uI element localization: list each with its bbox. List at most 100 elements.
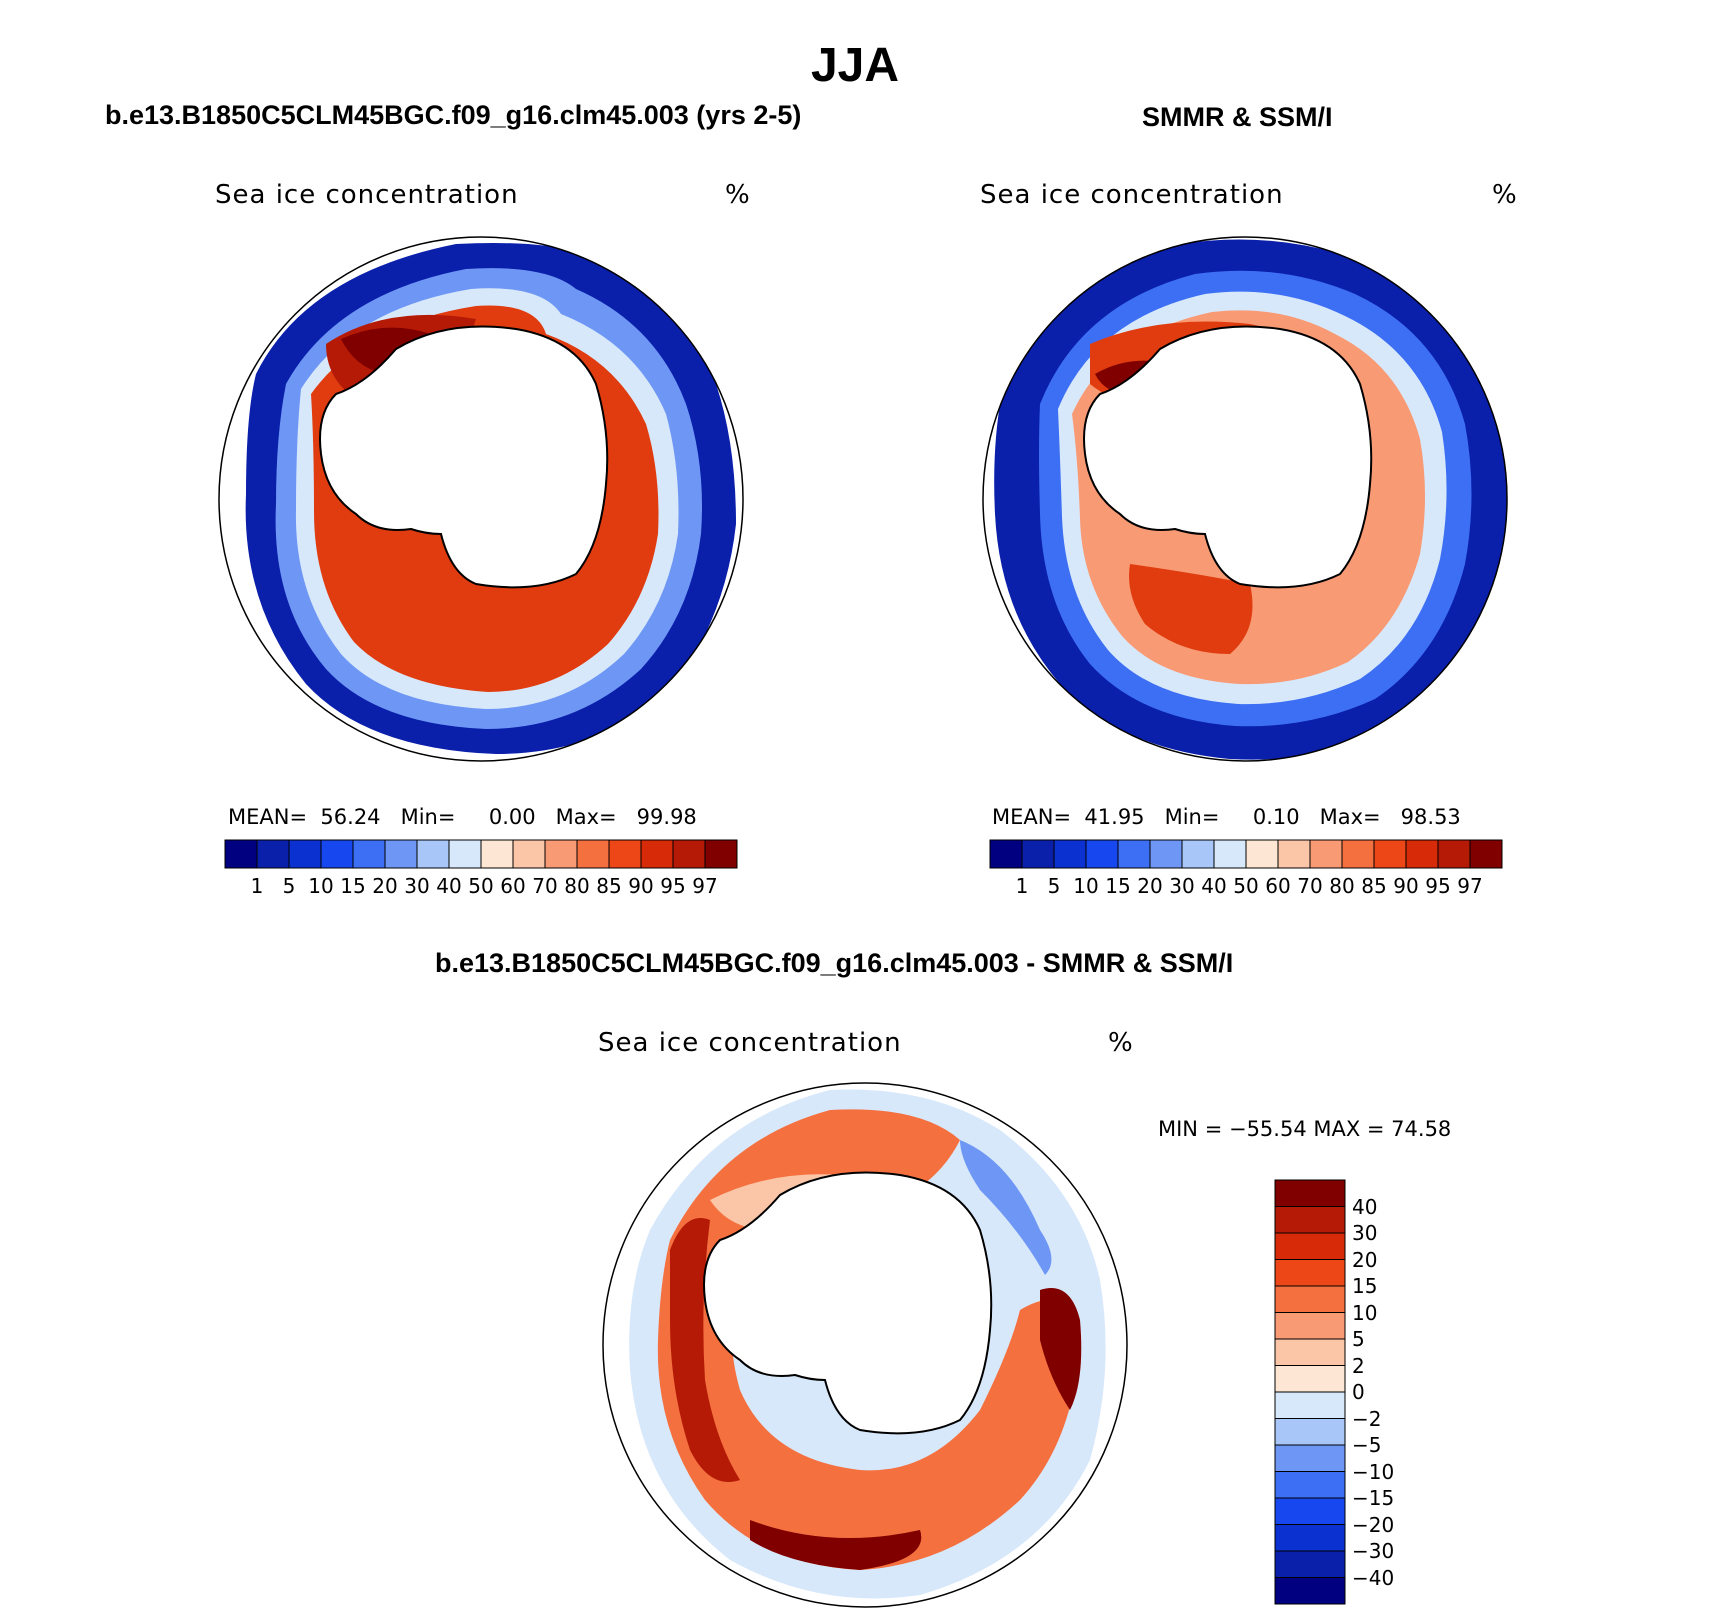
diff-colorbar-tick-label: −40 bbox=[1352, 1565, 1395, 1590]
diff-colorbar-swatch bbox=[1274, 1550, 1346, 1578]
model-panel-title: b.e13.B1850C5CLM45BGC.f09_g16.clm45.003 … bbox=[105, 100, 802, 130]
diff-polar-map bbox=[602, 1082, 1128, 1608]
colorbar-swatch bbox=[989, 839, 1023, 869]
colorbar-swatch bbox=[1181, 839, 1215, 869]
diff-colorbar-swatch bbox=[1274, 1365, 1346, 1393]
diff-colorbar-swatch bbox=[1274, 1312, 1346, 1340]
diff-colorbar-tick-label: −2 bbox=[1352, 1406, 1382, 1431]
obs-mean-label: MEAN= bbox=[992, 805, 1072, 829]
diff-colorbar-labels: 40 30 20 15 10 5 2 0 −2 −5 −10 −15 −20 −30 −40 bbox=[1352, 1180, 1432, 1604]
colorbar-swatch bbox=[704, 839, 738, 869]
colorbar-swatch bbox=[1437, 839, 1471, 869]
diff-colorbar-tick-label: 30 bbox=[1352, 1221, 1378, 1245]
colorbar-tick-label: 1 bbox=[1015, 874, 1029, 898]
diff-strong-positive-east bbox=[1040, 1288, 1082, 1410]
colorbar-tick-label: 30 bbox=[1169, 874, 1195, 898]
diff-colorbar-tick-label: 15 bbox=[1352, 1274, 1378, 1298]
colorbar-swatch bbox=[1341, 839, 1375, 869]
colorbar-swatch bbox=[416, 839, 450, 869]
colorbar-tick-label: 40 bbox=[1201, 874, 1227, 898]
diff-variable-label: Sea ice concentration bbox=[598, 1028, 902, 1058]
obs-max-value: 98.53 bbox=[1400, 805, 1461, 829]
colorbar-tick-label: 10 bbox=[308, 874, 334, 898]
diff-colorbar-swatch bbox=[1274, 1285, 1346, 1313]
obs-min-label: Min= bbox=[1164, 805, 1220, 829]
colorbar-tick-label: 95 bbox=[1425, 874, 1451, 898]
diff-colorbar bbox=[1274, 1179, 1346, 1605]
colorbar-swatch bbox=[352, 839, 386, 869]
colorbar-tick-label: 15 bbox=[1105, 874, 1131, 898]
colorbar-tick-label: 70 bbox=[1297, 874, 1323, 898]
model-colorbar-labels: 1 5 10 15 20 30 40 50 60 70 80 85 90 95 97 bbox=[225, 874, 737, 900]
obs-panel-title: SMMR & SSM/I bbox=[1142, 102, 1333, 132]
obs-variable-label: Sea ice concentration bbox=[980, 180, 1284, 210]
colorbar-tick-label: 97 bbox=[1457, 874, 1483, 898]
figure-title: JJA bbox=[810, 39, 900, 92]
colorbar-swatch bbox=[288, 839, 322, 869]
diff-colorbar-swatch bbox=[1274, 1232, 1346, 1260]
model-max-label: Max= bbox=[555, 805, 617, 829]
colorbar-swatch bbox=[1021, 839, 1055, 869]
colorbar-tick-label: 90 bbox=[628, 874, 654, 898]
colorbar-swatch bbox=[480, 839, 514, 869]
colorbar-swatch bbox=[320, 839, 354, 869]
colorbar-tick-label: 15 bbox=[340, 874, 366, 898]
colorbar-swatch bbox=[1149, 839, 1183, 869]
colorbar-tick-label: 70 bbox=[532, 874, 558, 898]
model-min-value: 0.00 bbox=[488, 805, 536, 829]
diff-colorbar-swatch bbox=[1274, 1338, 1346, 1366]
colorbar-swatch bbox=[1245, 839, 1279, 869]
colorbar-tick-label: 95 bbox=[660, 874, 686, 898]
colorbar-swatch bbox=[1085, 839, 1119, 869]
obs-min-value: 0.10 bbox=[1252, 805, 1300, 829]
diff-colorbar-tick-label: 0 bbox=[1352, 1380, 1365, 1404]
colorbar-tick-label: 60 bbox=[1265, 874, 1291, 898]
colorbar-swatch bbox=[384, 839, 418, 869]
colorbar-swatch bbox=[1053, 839, 1087, 869]
diff-antarctica bbox=[703, 1171, 993, 1435]
diff-colorbar-swatch bbox=[1274, 1497, 1346, 1525]
diff-colorbar-swatch bbox=[1274, 1179, 1346, 1207]
diff-colorbar-swatch bbox=[1274, 1471, 1346, 1499]
diff-colorbar-tick-label: 10 bbox=[1352, 1300, 1378, 1325]
diff-colorbar-tick-label: −15 bbox=[1352, 1486, 1395, 1510]
colorbar-tick-label: 40 bbox=[436, 874, 462, 898]
colorbar-tick-label: 50 bbox=[1233, 874, 1259, 898]
colorbar-tick-label: 90 bbox=[1393, 874, 1419, 898]
diff-colorbar-tick-label: −5 bbox=[1352, 1433, 1382, 1457]
colorbar-swatch bbox=[448, 839, 482, 869]
colorbar-tick-label: 30 bbox=[404, 874, 430, 898]
colorbar-tick-label: 97 bbox=[692, 874, 718, 898]
model-mean-label: MEAN= bbox=[228, 805, 308, 829]
model-antarctica bbox=[319, 325, 609, 589]
colorbar-swatch bbox=[1117, 839, 1151, 869]
model-max-ice-core bbox=[341, 327, 431, 374]
obs-max-label: Max= bbox=[1319, 805, 1381, 829]
model-polar-map bbox=[218, 236, 744, 762]
colorbar-swatch bbox=[1277, 839, 1311, 869]
colorbar-swatch bbox=[1469, 839, 1503, 869]
diff-colorbar-tick-label: −20 bbox=[1352, 1512, 1395, 1537]
colorbar-tick-label: 1 bbox=[250, 874, 264, 898]
diff-colorbar-tick-label: 20 bbox=[1352, 1247, 1378, 1272]
diff-colorbar-swatch bbox=[1274, 1206, 1346, 1234]
colorbar-swatch bbox=[1309, 839, 1343, 869]
obs-unit-label: % bbox=[1492, 180, 1517, 210]
diff-colorbar-swatch bbox=[1274, 1444, 1346, 1472]
diff-colorbar-swatch bbox=[1274, 1524, 1346, 1552]
colorbar-tick-label: 85 bbox=[596, 874, 622, 898]
model-max-value: 99.98 bbox=[636, 805, 697, 829]
colorbar-swatch bbox=[608, 839, 642, 869]
obs-stats: MEAN= 41.95 Min= 0.10 Max= 98.53 bbox=[992, 805, 1461, 829]
diff-colorbar-tick-label: −30 bbox=[1352, 1539, 1395, 1563]
colorbar-swatch bbox=[512, 839, 546, 869]
colorbar-swatch bbox=[256, 839, 290, 869]
colorbar-swatch bbox=[1373, 839, 1407, 869]
diff-colorbar-tick-label: 2 bbox=[1352, 1353, 1365, 1378]
diff-min-max: MIN = −55.54 MAX = 74.58 bbox=[1158, 1117, 1452, 1141]
colorbar-swatch bbox=[672, 839, 706, 869]
colorbar-tick-label: 5 bbox=[282, 874, 296, 898]
model-min-label: Min= bbox=[400, 805, 456, 829]
colorbar-swatch bbox=[544, 839, 578, 869]
model-stats: MEAN= 56.24 Min= 0.00 Max= 99.98 bbox=[228, 805, 697, 829]
